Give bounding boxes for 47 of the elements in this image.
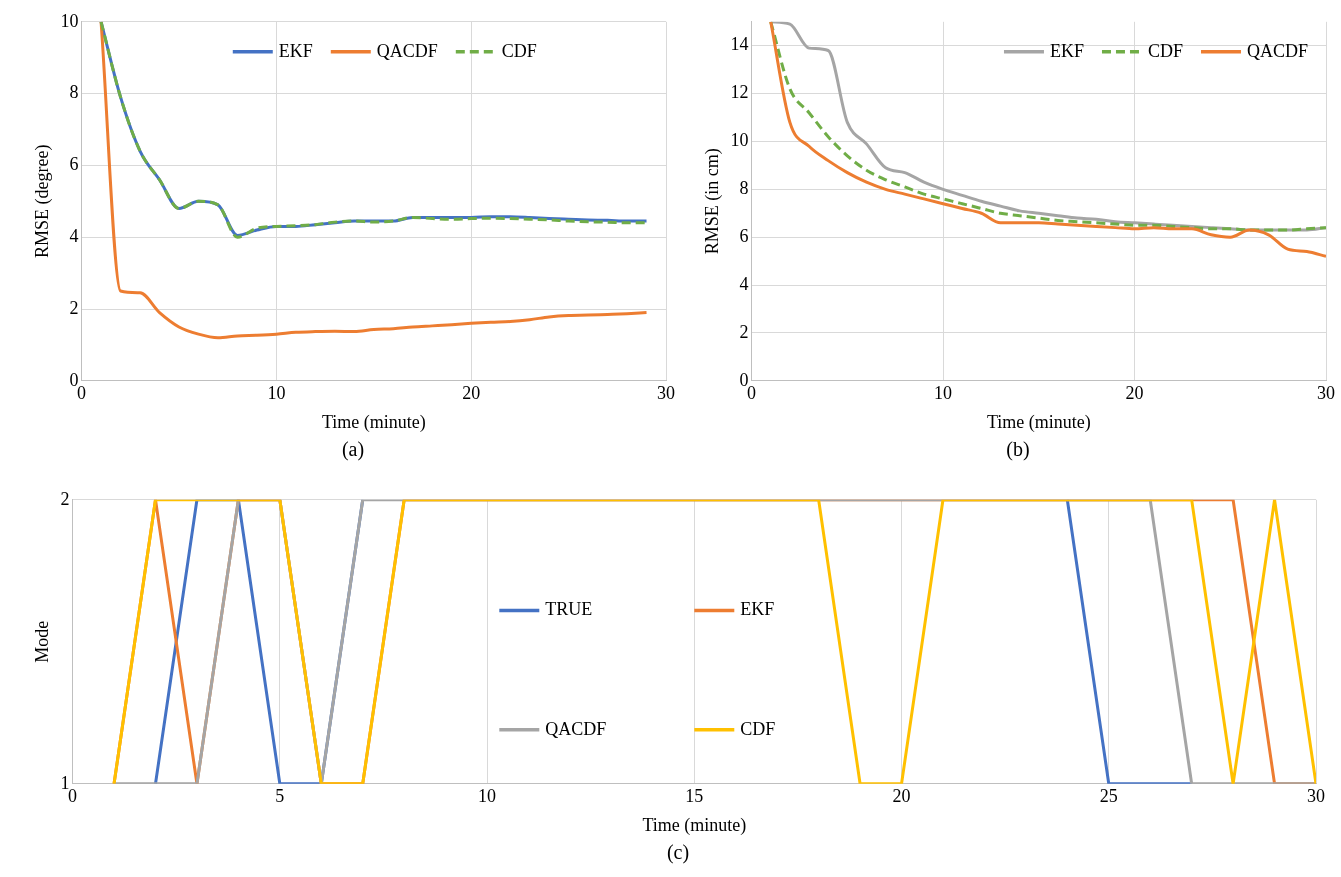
y-tick-label: 4 — [69, 225, 79, 246]
y-tick-label: 1 — [60, 772, 70, 793]
legend-label: EKF — [740, 599, 775, 620]
y-tick-label: 4 — [739, 273, 749, 294]
legend-label: CDF — [1147, 40, 1183, 61]
x-tick-label: 10 — [934, 383, 953, 404]
y-tick-label: 2 — [739, 321, 749, 342]
x-tick-label: 10 — [478, 786, 497, 807]
x-tick-label: 25 — [1099, 786, 1118, 807]
legend-label: CDF — [501, 40, 537, 61]
y-tick-label: 10 — [60, 10, 79, 31]
y-tick-label: 14 — [730, 34, 749, 55]
x-tick-label: 20 — [1125, 383, 1144, 404]
y-axis-title: RMSE (in cm) — [701, 148, 723, 255]
x-axis-title: Time (minute) — [321, 411, 426, 433]
y-tick-label: 8 — [739, 178, 749, 199]
x-tick-label: 5 — [275, 786, 285, 807]
x-axis-title: Time (minute) — [642, 814, 747, 836]
legend-label: EKF — [278, 40, 313, 61]
y-tick-label: 2 — [69, 297, 79, 318]
text: (c) — [665, 841, 691, 864]
x-tick-label: 30 — [657, 383, 675, 404]
legend-label: EKF — [1049, 40, 1084, 61]
y-axis-title: Mode — [31, 620, 52, 663]
x-tick-label: 10 — [267, 383, 286, 404]
legend-label: QACDF — [376, 40, 438, 61]
y-tick-label: 12 — [730, 82, 749, 103]
x-axis-title: Time (minute) — [986, 411, 1091, 433]
text: (a) — [340, 438, 366, 461]
y-axis-title: RMSE (degree) — [31, 144, 53, 259]
y-tick-label: 2 — [60, 488, 70, 509]
y-tick-label: 10 — [730, 130, 749, 151]
x-tick-label: 30 — [1307, 786, 1325, 807]
y-tick-label: 6 — [69, 154, 79, 175]
x-tick-label: 20 — [462, 383, 481, 404]
x-tick-label: 30 — [1317, 383, 1335, 404]
legend-label: QACDF — [545, 718, 607, 739]
y-tick-label: 6 — [739, 225, 749, 246]
x-tick-label: 20 — [892, 786, 911, 807]
legend-label: TRUE — [545, 599, 593, 620]
y-tick-label: 8 — [69, 82, 79, 103]
legend-label: QACDF — [1246, 40, 1308, 61]
text: (b) — [1005, 438, 1031, 461]
legend-label: CDF — [740, 718, 776, 739]
x-tick-label: 15 — [685, 786, 704, 807]
y-tick-label: 0 — [739, 369, 749, 390]
y-tick-label: 0 — [69, 369, 79, 390]
